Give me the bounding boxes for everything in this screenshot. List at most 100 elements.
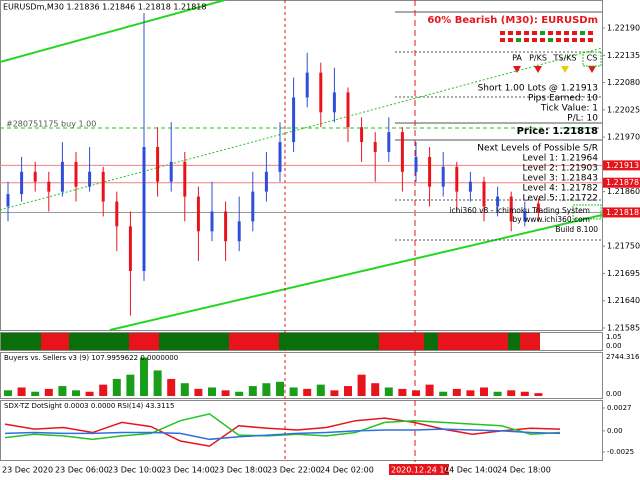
osc-line xyxy=(4,413,561,441)
profit-loss: P/L: 10 xyxy=(567,114,598,124)
buyers-frame xyxy=(0,352,603,399)
trend-line xyxy=(0,0,226,63)
volume-bar xyxy=(167,378,176,396)
candle-body xyxy=(88,171,92,187)
volume-bar xyxy=(44,388,53,396)
candle-body xyxy=(441,166,445,187)
volume-bar xyxy=(425,384,434,396)
volume-bar xyxy=(412,390,420,396)
volume-bar xyxy=(534,393,543,396)
price-tick-label: 1.21750 xyxy=(607,242,640,251)
volume-bar xyxy=(262,383,271,396)
volume-bar xyxy=(289,387,298,396)
candle-body xyxy=(332,92,336,113)
candle-body xyxy=(196,196,200,232)
volume-bar xyxy=(439,391,448,396)
product-site: by www.ichi360.com xyxy=(513,215,590,224)
volume-bar xyxy=(72,390,80,396)
candle-body xyxy=(414,156,418,172)
strip-frame xyxy=(0,332,603,351)
volume-bar xyxy=(466,390,475,396)
panel-lines xyxy=(395,11,602,241)
price-tick-label: 1.21970 xyxy=(607,133,640,142)
price-box xyxy=(603,177,640,188)
volume-bar xyxy=(99,384,108,396)
pips-earned: Pips Earned: 10 xyxy=(528,94,598,104)
signal-name: P/KS xyxy=(529,54,547,63)
tick-value: Tick Value: 1 xyxy=(540,104,598,114)
osc-line xyxy=(4,417,561,447)
candle-body xyxy=(509,196,513,222)
marks xyxy=(0,13,602,447)
time-label: 24 Dec 02:00 xyxy=(320,466,374,475)
level: Level 1: 1.21964 xyxy=(523,154,599,164)
volume-bar xyxy=(112,378,121,396)
time-label: 23 Dec 14:00 xyxy=(161,466,215,475)
candle-body xyxy=(428,156,432,187)
volume-bar xyxy=(480,387,488,396)
candle-body xyxy=(183,161,187,197)
candle-body xyxy=(47,181,51,192)
candle-body xyxy=(20,171,24,195)
indicator-label: SDX-TZ DotSight 0.0003 0.0000 RSI(14) 43… xyxy=(4,402,174,410)
price-box xyxy=(603,207,640,218)
volume-bar xyxy=(357,374,366,396)
volume-bar xyxy=(17,387,26,396)
time-label: 24 Dec 14:00 xyxy=(444,466,498,475)
time-label: 2020.12.24 10:30 xyxy=(391,466,462,475)
candle-body xyxy=(156,147,160,182)
indicator-max: 2744.3161 xyxy=(606,353,640,361)
candle-body xyxy=(101,171,105,202)
osc-tick-label: -0.0025 xyxy=(607,448,634,456)
price-marker-label: 1.21818 xyxy=(606,208,639,217)
candle-body xyxy=(128,226,132,271)
volume-bar xyxy=(85,391,94,396)
candle-body xyxy=(60,161,64,192)
osc-tick-label: 0.00 xyxy=(607,427,623,435)
candle-body xyxy=(373,142,377,152)
strip-bottom-label: 0.00 xyxy=(606,342,622,350)
current-price: Price: 1.21818 xyxy=(517,126,598,137)
price-tick-label: 1.22025 xyxy=(607,105,640,114)
volume-bar xyxy=(384,387,393,396)
level: Level 5: 1.21722 xyxy=(523,194,598,204)
volume-bar xyxy=(153,370,162,396)
time-label: 23 Dec 22:00 xyxy=(267,466,321,475)
volume-bar xyxy=(398,388,407,396)
signal-name: PA xyxy=(512,54,522,63)
candle-body xyxy=(74,161,78,187)
volume-bar xyxy=(248,386,257,396)
time-label: 23 Dec 18:00 xyxy=(214,466,268,475)
signal-squares xyxy=(500,31,593,42)
strip-top-label: 1.05 xyxy=(606,333,622,341)
level: Level 4: 1.21782 xyxy=(523,184,598,194)
candle-body xyxy=(346,92,350,128)
candle-body xyxy=(142,147,146,271)
time-label: 23 Dec 2020 xyxy=(2,466,53,475)
price-tick-label: 1.21640 xyxy=(607,296,640,305)
signal-title: 60% Bearish (M30): EURUSDm xyxy=(427,15,598,26)
volume-bar xyxy=(235,391,244,396)
volume-bar xyxy=(58,386,67,396)
candle-body xyxy=(387,132,391,152)
symbol-line: EURUSDm,M30 1.21836 1.21846 1.21818 1.21… xyxy=(3,3,206,12)
price-tick-label: 1.21695 xyxy=(607,269,640,278)
volume-bar xyxy=(140,357,148,396)
signal-strip xyxy=(1,333,602,350)
candle-body xyxy=(278,142,282,172)
position: Short 1.00 Lots @ 1.21913 xyxy=(478,84,598,94)
indicator-label: Buyers vs. Sellers v3 (9) 107.9959622 0.… xyxy=(4,354,178,362)
osc-line xyxy=(4,428,561,441)
candle-body xyxy=(360,127,364,143)
price-tick-label: 1.22080 xyxy=(607,78,640,87)
order-label: #280751175 buy 1.00 xyxy=(6,120,96,129)
volume-bar xyxy=(330,390,339,396)
layout xyxy=(0,0,603,462)
volume-bar xyxy=(4,390,12,396)
volume-bar xyxy=(452,388,461,396)
candle-body xyxy=(169,161,173,182)
volume-bar xyxy=(507,390,516,396)
candle-body xyxy=(6,194,10,207)
candle-body xyxy=(251,191,255,222)
